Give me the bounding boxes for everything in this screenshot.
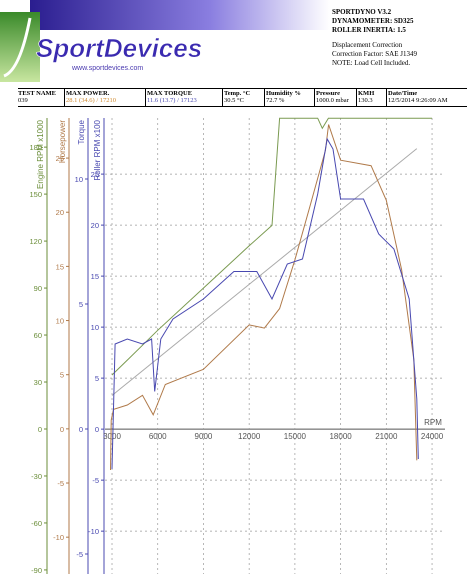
info-line: DYNAMOMETER: SD325	[332, 17, 414, 25]
info-line: ROLLER INERTIA: 1.5	[332, 26, 406, 34]
column-header: MAX POWER.	[66, 90, 110, 97]
series-line	[111, 137, 419, 470]
column-divider	[264, 89, 265, 106]
x-tick-label: 21000	[375, 432, 398, 441]
summary-table: TEST NAME 039 MAX POWER. 28.1 (34.6) / 1721…	[18, 88, 467, 107]
column-divider	[314, 89, 315, 106]
chart: Engine RPM x1000-90-60-30030609012015018…	[29, 117, 445, 574]
column-header: Date/Time	[388, 90, 418, 97]
cell-value: 130.3	[358, 97, 373, 104]
x-tick-label: 24000	[421, 432, 444, 441]
column-divider	[64, 89, 65, 106]
y-tick-label: 25	[56, 154, 64, 163]
column-divider	[386, 89, 387, 106]
y-tick-label: 0	[79, 425, 83, 434]
y-tick-label: -10	[53, 533, 64, 542]
x-tick-label: 12000	[238, 432, 261, 441]
column-header: MAX TORQUE	[147, 90, 193, 97]
y-tick-label: 120	[29, 237, 42, 246]
column-divider	[356, 89, 357, 106]
y-tick-label: 0	[95, 425, 99, 434]
logo-square	[0, 12, 40, 82]
y-tick-label: -30	[31, 472, 42, 481]
logo: SportDevices www.sportdevices.com	[0, 0, 330, 82]
y-axis-title: Horsepower	[58, 120, 67, 163]
x-tick-label: 9000	[195, 432, 213, 441]
y-tick-label: 20	[91, 221, 99, 230]
y-tick-label: 0	[38, 425, 42, 434]
y-tick-label: 10	[75, 175, 83, 184]
column-divider	[222, 89, 223, 106]
column-header: Temp. °C	[224, 90, 251, 97]
y-tick-label: 60	[34, 331, 42, 340]
y-tick-label: -60	[31, 519, 42, 528]
y-tick-label: -5	[76, 550, 83, 559]
y-tick-label: 5	[95, 374, 99, 383]
y-tick-label: 90	[34, 284, 42, 293]
y-tick-label: 15	[91, 272, 99, 281]
info-line: SPORTDYNO V3.2	[332, 8, 392, 16]
cell-value: 1000.0 mbar	[316, 97, 349, 104]
x-tick-label: 6000	[149, 432, 167, 441]
column-header: TEST NAME	[18, 90, 56, 97]
logo-text: SportDevices	[36, 33, 202, 63]
column-header: Pressure	[316, 90, 340, 97]
series-line	[110, 124, 418, 471]
column-header: KMH	[358, 90, 375, 97]
cell-value: 11.6 (13.7) / 17123	[147, 97, 197, 104]
info-line: Displacement Correction	[332, 41, 403, 49]
y-axis-title: Torque	[77, 119, 86, 144]
y-tick-label: 30	[34, 378, 42, 387]
y-tick-label: 150	[29, 190, 42, 199]
x-tick-label: 18000	[329, 432, 352, 441]
info-line: Correction Factor: SAE J1349	[332, 50, 417, 58]
series-line	[111, 148, 418, 396]
y-tick-label: 15	[56, 262, 64, 271]
y-tick-label: -5	[57, 479, 64, 488]
info: SPORTDYNO V3.2 DYNAMOMETER: SD325 ROLLER I…	[332, 8, 417, 68]
x-tick-label: 15000	[284, 432, 307, 441]
y-tick-label: 25	[91, 170, 99, 179]
cell-value: 30.5 °C	[224, 97, 244, 104]
y-tick-label: 180	[29, 143, 42, 152]
series-line	[111, 117, 432, 376]
y-tick-label: -10	[88, 527, 99, 536]
logo-band	[30, 0, 330, 30]
cell-value: 039	[18, 97, 28, 104]
y-tick-label: 20	[56, 208, 64, 217]
logo-url: www.sportdevices.com	[71, 65, 143, 72]
column-header: Humidity %	[266, 90, 301, 97]
cell-value: 12/5/2014 9:26:09 AM	[388, 97, 448, 104]
y-axis-title: Engine RPM x1000	[36, 119, 45, 188]
y-tick-label: 10	[56, 317, 64, 326]
info-line: NOTE: Load Cell Included.	[332, 59, 411, 67]
y-tick-label: 5	[79, 300, 83, 309]
y-tick-label: -90	[31, 566, 42, 574]
cell-value: 72.7 %	[266, 97, 285, 104]
column-divider	[145, 89, 146, 106]
y-tick-label: 10	[91, 323, 99, 332]
x-axis-title: RPM	[424, 418, 442, 427]
cell-value: 28.1 (34.6) / 17210	[66, 97, 117, 104]
x-tick-label: 3000	[103, 432, 121, 441]
y-tick-label: 5	[60, 371, 64, 380]
y-tick-label: 0	[60, 425, 64, 434]
logo-curve	[3, 17, 32, 78]
y-axis-title: Roller RPM x100	[93, 119, 102, 180]
y-tick-label: -5	[92, 476, 99, 485]
